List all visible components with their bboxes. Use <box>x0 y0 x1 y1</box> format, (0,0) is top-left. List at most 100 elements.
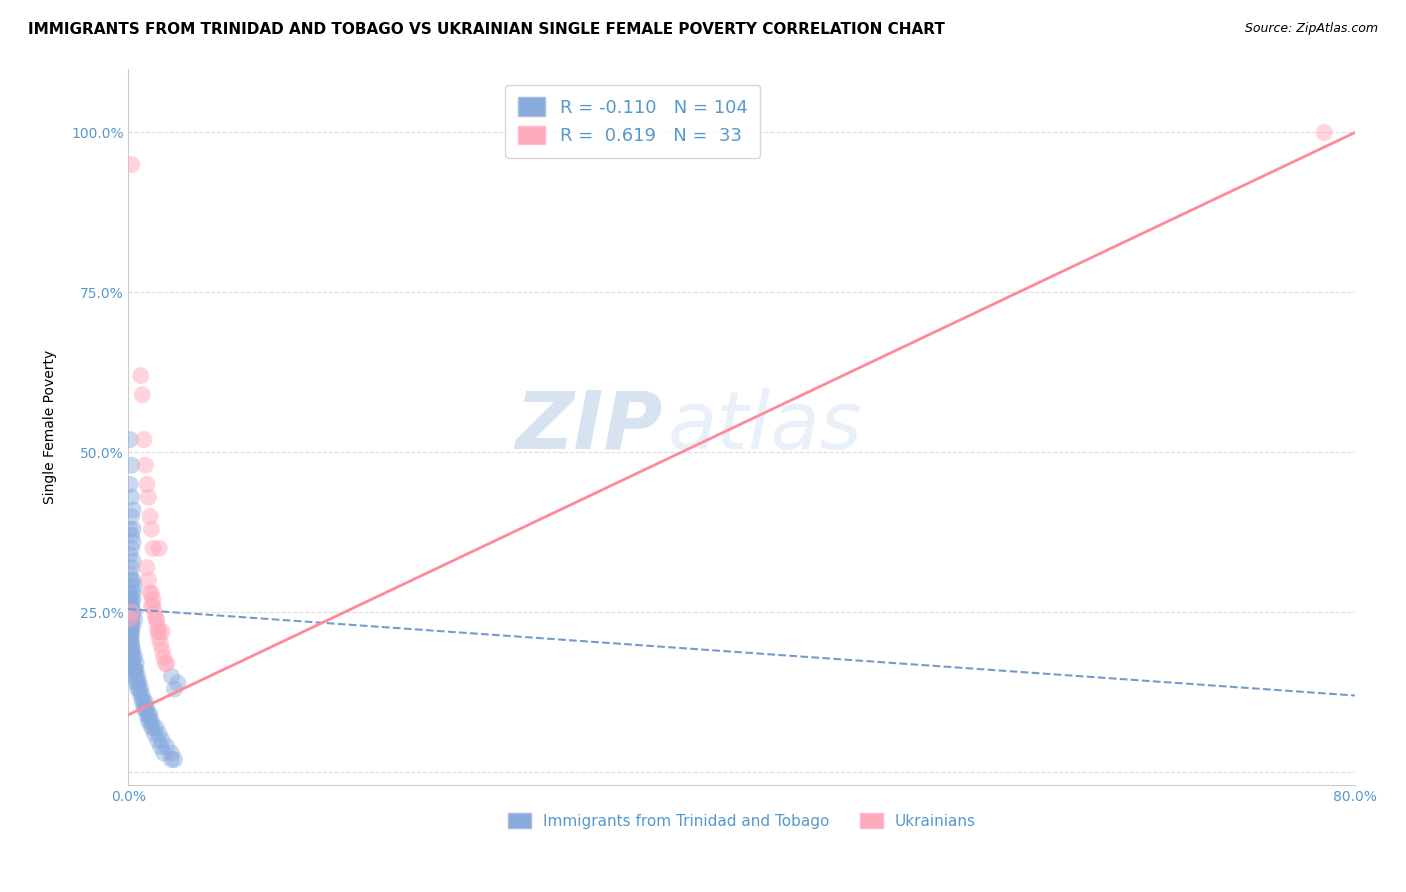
Point <box>121 458 143 473</box>
Point <box>121 580 143 594</box>
Point <box>129 689 152 703</box>
Point <box>148 631 170 645</box>
Point <box>121 605 143 619</box>
Point <box>152 746 174 760</box>
Point <box>135 560 157 574</box>
Point <box>142 599 165 613</box>
Point <box>125 669 148 683</box>
Point <box>166 675 188 690</box>
Point <box>134 701 156 715</box>
Point <box>121 599 143 613</box>
Point <box>118 566 141 581</box>
Point <box>142 541 165 556</box>
Point <box>129 682 152 697</box>
Point <box>121 624 143 639</box>
Point <box>163 682 186 697</box>
Point <box>146 624 169 639</box>
Point <box>125 657 148 671</box>
Text: atlas: atlas <box>668 388 863 466</box>
Point <box>156 657 179 671</box>
Point <box>127 675 149 690</box>
Point <box>160 752 183 766</box>
Point <box>132 695 155 709</box>
Point <box>121 605 143 619</box>
Point <box>122 586 145 600</box>
Point <box>122 644 145 658</box>
Point <box>142 721 165 735</box>
Point <box>121 650 143 665</box>
Point <box>139 707 162 722</box>
Point <box>118 612 141 626</box>
Point <box>121 657 143 671</box>
Point <box>155 657 177 671</box>
Point <box>134 695 156 709</box>
Point <box>124 580 146 594</box>
Point <box>121 612 143 626</box>
Point <box>118 592 141 607</box>
Point <box>139 509 162 524</box>
Point <box>148 541 170 556</box>
Point <box>125 663 148 677</box>
Point <box>132 433 155 447</box>
Point <box>129 368 152 383</box>
Point <box>135 707 157 722</box>
Point <box>149 637 172 651</box>
Point <box>127 669 149 683</box>
Point <box>118 650 141 665</box>
Point <box>122 663 145 677</box>
Point <box>160 746 183 760</box>
Text: Source: ZipAtlas.com: Source: ZipAtlas.com <box>1244 22 1378 36</box>
Point <box>121 657 143 671</box>
Point <box>121 644 143 658</box>
Point <box>118 637 141 651</box>
Point <box>122 503 145 517</box>
Point <box>121 599 143 613</box>
Point <box>118 631 141 645</box>
Point <box>145 612 167 626</box>
Point <box>118 586 141 600</box>
Point <box>121 541 143 556</box>
Point <box>121 509 143 524</box>
Point <box>121 631 143 645</box>
Point <box>121 612 143 626</box>
Point <box>1313 126 1336 140</box>
Point <box>150 733 173 747</box>
Point <box>124 663 146 677</box>
Point <box>122 535 145 549</box>
Point <box>118 433 141 447</box>
Point <box>122 605 145 619</box>
Point <box>134 458 156 473</box>
Point <box>163 752 186 766</box>
Point <box>124 650 146 665</box>
Point <box>135 477 157 491</box>
Point <box>118 631 141 645</box>
Point <box>139 586 162 600</box>
Point <box>132 701 155 715</box>
Point <box>138 707 160 722</box>
Point <box>122 605 145 619</box>
Point <box>121 574 143 588</box>
Point <box>121 637 143 651</box>
Point <box>118 477 141 491</box>
Point <box>141 721 163 735</box>
Point <box>138 574 160 588</box>
Point <box>118 612 141 626</box>
Point <box>118 637 141 651</box>
Point <box>122 592 145 607</box>
Text: ZIP: ZIP <box>515 388 662 466</box>
Point <box>122 650 145 665</box>
Point <box>122 657 145 671</box>
Point <box>118 624 141 639</box>
Point <box>150 624 173 639</box>
Point <box>118 548 141 562</box>
Point <box>128 675 150 690</box>
Point <box>118 599 141 613</box>
Point <box>121 560 143 574</box>
Point <box>131 388 153 402</box>
Point <box>149 739 172 754</box>
Point <box>118 605 141 619</box>
Point <box>143 727 166 741</box>
Point <box>127 682 149 697</box>
Point <box>145 721 167 735</box>
Y-axis label: Single Female Poverty: Single Female Poverty <box>44 350 58 504</box>
